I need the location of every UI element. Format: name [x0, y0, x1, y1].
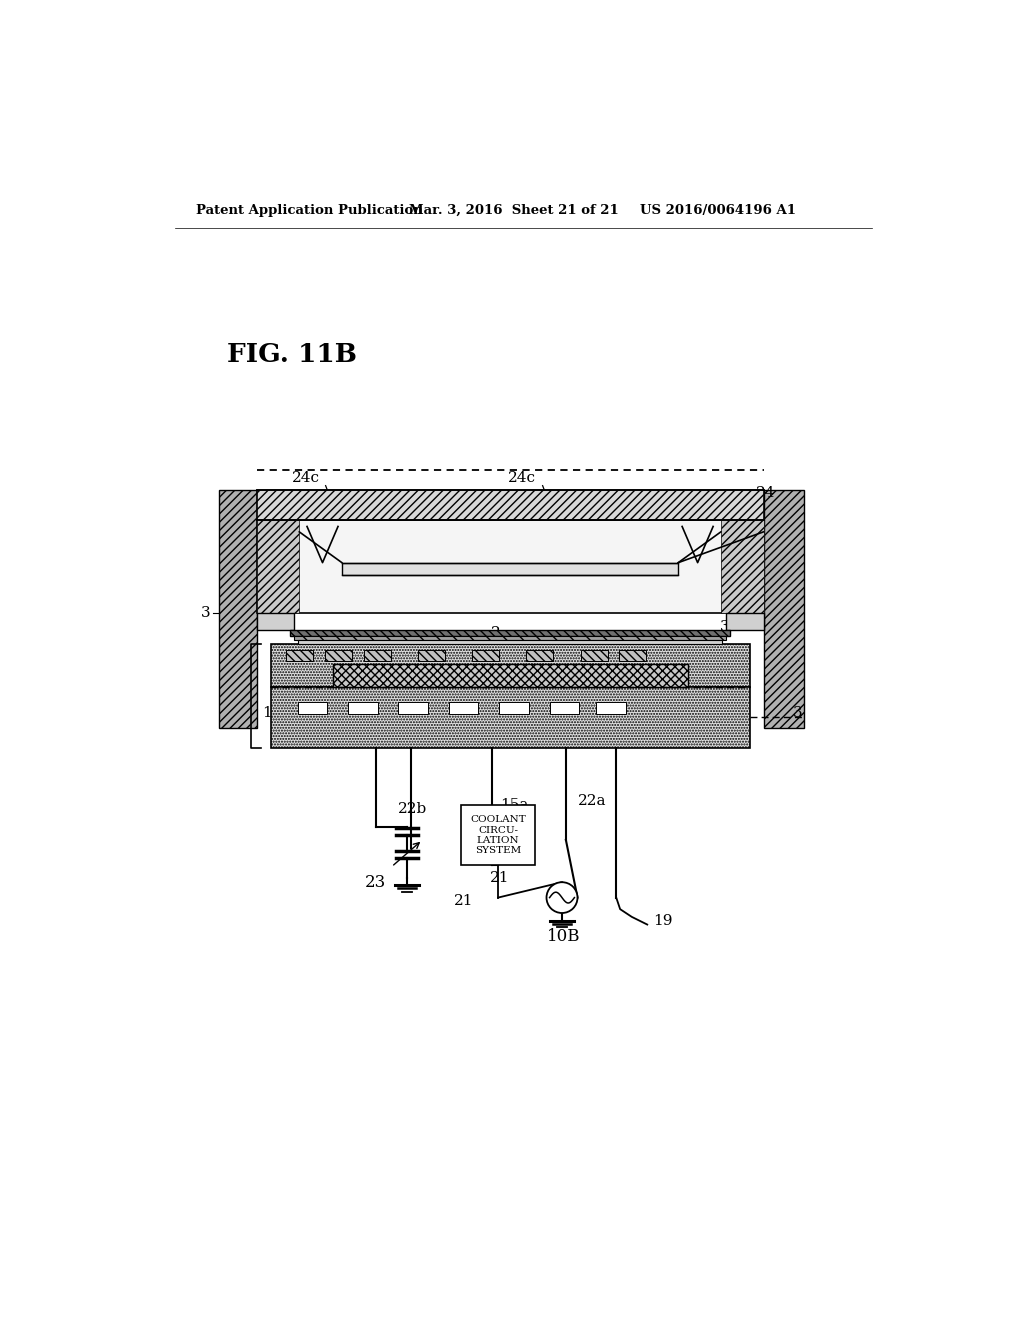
Text: 24c: 24c — [292, 471, 321, 484]
Bar — [620, 651, 646, 661]
Bar — [270, 686, 750, 748]
Text: 3: 3 — [793, 706, 803, 719]
Bar — [721, 520, 764, 612]
Bar — [449, 702, 478, 714]
Bar — [726, 612, 764, 630]
Bar — [294, 636, 726, 640]
Text: 21: 21 — [490, 871, 510, 886]
Bar — [764, 490, 804, 729]
Text: 15: 15 — [262, 706, 282, 719]
Bar — [550, 702, 579, 714]
Text: 2: 2 — [490, 627, 501, 640]
Text: 23: 23 — [365, 874, 386, 891]
Text: 6: 6 — [421, 631, 431, 644]
Text: 3: 3 — [201, 606, 210, 619]
Bar — [257, 490, 764, 520]
Bar — [270, 644, 750, 686]
Bar — [581, 651, 607, 661]
Bar — [364, 651, 391, 661]
Text: 15a: 15a — [500, 799, 528, 812]
Text: 22b: 22b — [397, 803, 427, 816]
Bar — [596, 702, 626, 714]
Bar — [298, 640, 722, 644]
Bar — [290, 630, 730, 636]
Bar — [257, 520, 299, 612]
Text: 10B: 10B — [547, 928, 580, 945]
Text: COOLANT
CIRCU-
LATION
SYSTEM: COOLANT CIRCU- LATION SYSTEM — [470, 816, 526, 855]
Bar — [461, 805, 535, 866]
Bar — [286, 651, 313, 661]
Bar — [398, 702, 428, 714]
Bar — [325, 651, 352, 661]
Text: 22a: 22a — [578, 795, 606, 808]
Bar — [500, 702, 528, 714]
Text: Patent Application Publication: Patent Application Publication — [197, 205, 423, 218]
Text: 19: 19 — [652, 913, 672, 928]
Text: 7: 7 — [329, 631, 338, 645]
Bar — [526, 651, 554, 661]
Bar — [298, 702, 328, 714]
Circle shape — [547, 882, 578, 913]
Bar — [333, 664, 687, 686]
Text: 30: 30 — [272, 619, 292, 634]
Text: 30: 30 — [720, 619, 739, 634]
Text: 24: 24 — [756, 486, 775, 500]
Bar — [348, 702, 378, 714]
Bar — [472, 651, 500, 661]
Bar — [342, 562, 678, 576]
Text: 21: 21 — [454, 895, 473, 908]
Bar — [418, 651, 445, 661]
Text: Mar. 3, 2016  Sheet 21 of 21: Mar. 3, 2016 Sheet 21 of 21 — [409, 205, 618, 218]
Text: 24c: 24c — [508, 471, 536, 484]
Text: US 2016/0064196 A1: US 2016/0064196 A1 — [640, 205, 796, 218]
Bar — [219, 490, 257, 729]
Bar — [257, 520, 764, 612]
Text: FIG. 11B: FIG. 11B — [227, 342, 357, 367]
Bar — [257, 612, 294, 630]
